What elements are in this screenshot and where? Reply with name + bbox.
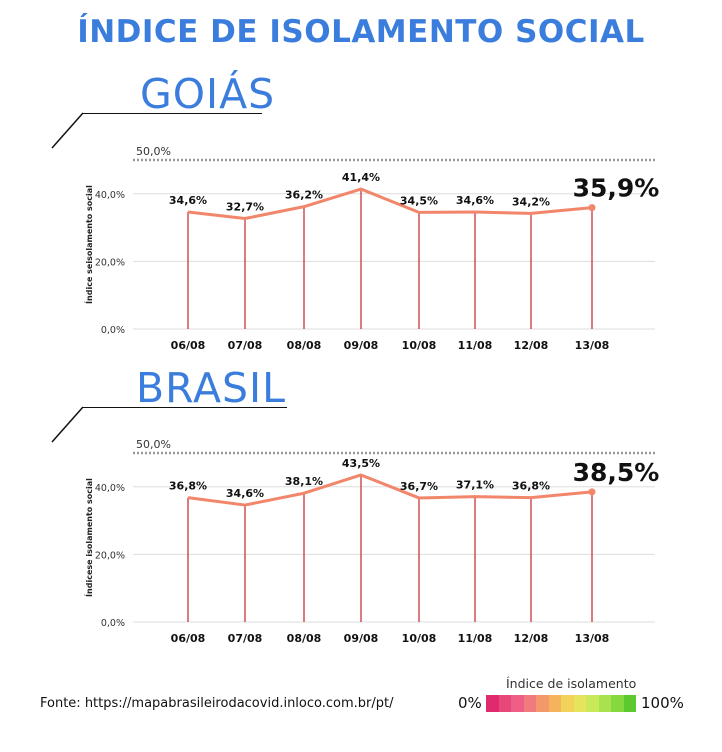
x-tick-label: 09/08 (344, 632, 379, 645)
goias-chart: 0,0% 20,0% 40,0% 50,0% Índice seisolamento s… (83, 145, 660, 352)
y-axis-title: Índice seisolamento social (83, 185, 94, 304)
brasil-title-underline (82, 407, 287, 408)
y-tick-label: 0,0% (101, 325, 125, 336)
brasil-title: BRASIL (136, 364, 286, 412)
data-label-latest: 38,5% (573, 458, 660, 487)
series-line (187, 187, 593, 220)
x-tick-label: 07/08 (228, 339, 263, 352)
y-tick-label: 40,0% (95, 483, 125, 494)
scale-swatch (561, 695, 574, 712)
data-label: 34,6% (456, 194, 494, 207)
x-tick-label: 09/08 (344, 339, 379, 352)
x-tick-label: 12/08 (514, 339, 549, 352)
scale-swatch (498, 695, 511, 712)
scale-swatch (536, 695, 549, 712)
reference-label: 50,0% (136, 438, 171, 451)
x-tick-label: 08/08 (287, 632, 322, 645)
x-tick-label: 11/08 (458, 632, 493, 645)
scale-title: Índice de isolamento (506, 676, 637, 691)
scale-swatch (548, 695, 561, 712)
data-label: 37,1% (456, 479, 494, 492)
y-tick-label: 20,0% (95, 257, 125, 268)
data-label: 36,7% (400, 480, 438, 493)
x-tick-label: 13/08 (575, 339, 610, 352)
x-tick-label: 06/08 (171, 339, 206, 352)
scale-swatch (623, 695, 636, 712)
x-tick-label: 12/08 (514, 632, 549, 645)
data-label: 34,6% (169, 194, 207, 207)
x-tick-label: 08/08 (287, 339, 322, 352)
scale-max-label: 100% (641, 694, 684, 712)
scale-swatch (586, 695, 599, 712)
goias-title-slant-line (51, 112, 84, 149)
scale-swatch (486, 695, 499, 712)
data-label: 36,8% (512, 480, 550, 493)
scale-swatch (573, 695, 586, 712)
data-label-latest: 35,9% (573, 174, 660, 203)
data-label: 43,5% (342, 457, 380, 470)
data-label: 41,4% (342, 171, 380, 184)
x-tick-label: 10/08 (402, 339, 437, 352)
brasil-title-slant-line (51, 406, 84, 443)
main-title: ÍNDICE DE ISOLAMENTO SOCIAL (77, 14, 645, 50)
scale-swatch (611, 695, 624, 712)
y-tick-label: 0,0% (101, 618, 125, 629)
scale-swatch (511, 695, 524, 712)
data-label: 38,1% (285, 475, 323, 488)
data-label: 34,2% (512, 195, 550, 208)
isolation-color-scale (486, 695, 636, 712)
goias-title: GOIÁS (140, 70, 276, 118)
x-tick-label: 07/08 (228, 632, 263, 645)
y-tick-label: 20,0% (95, 550, 125, 561)
data-label: 32,7% (226, 200, 264, 213)
y-tick-label: 40,0% (95, 190, 125, 201)
x-tick-label: 13/08 (575, 632, 610, 645)
last-point-marker (588, 204, 596, 212)
brasil-chart: 0,0% 20,0% 40,0% 50,0% Índicese isolamento s… (83, 438, 660, 645)
data-label: 34,6% (226, 487, 264, 500)
data-label: 34,5% (400, 194, 438, 207)
data-label: 36,8% (169, 480, 207, 493)
data-label: 36,2% (285, 189, 323, 202)
scale-min-label: 0% (458, 694, 482, 712)
source-text: Fonte: https://mapabrasileirodacovid.inl… (40, 696, 394, 711)
y-axis-title: Índicese isolamento social (83, 478, 94, 597)
x-tick-label: 10/08 (402, 632, 437, 645)
goias-title-underline (82, 113, 262, 114)
last-point-marker (588, 488, 596, 496)
x-tick-label: 06/08 (171, 632, 206, 645)
series-line (187, 473, 593, 507)
scale-swatch (523, 695, 536, 712)
x-tick-label: 11/08 (458, 339, 493, 352)
scale-swatch (598, 695, 611, 712)
reference-label: 50,0% (136, 145, 171, 158)
